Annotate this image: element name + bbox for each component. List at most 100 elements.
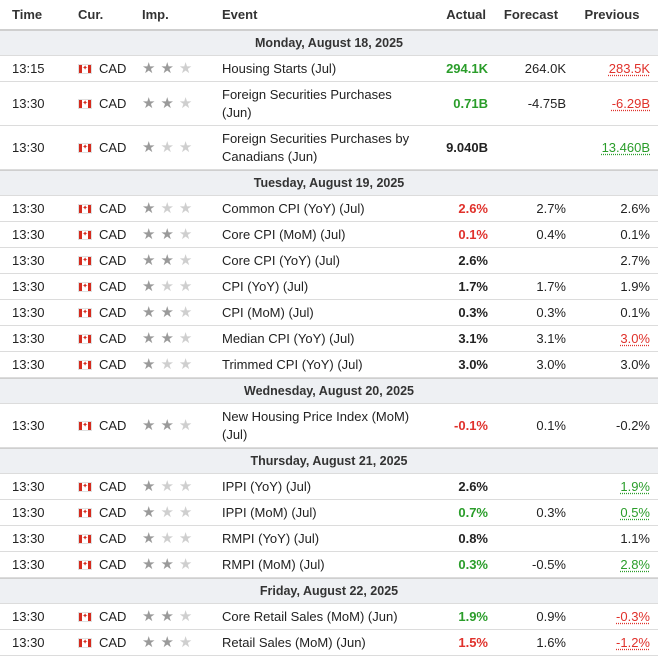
previous-value[interactable]: -0.3% [616, 609, 650, 624]
currency-code: CAD [99, 61, 127, 76]
star-icon: ★ [142, 417, 156, 434]
table-row[interactable]: 13:30 ✦ CAD ★ ★ ★ Foreign Securities Purchases… [0, 126, 658, 170]
actual-value: 0.71B [453, 96, 488, 111]
event-name[interactable]: Foreign Securities Purchases (Jun) [222, 86, 392, 120]
event-time: 13:30 [12, 418, 45, 433]
col-header-previous[interactable]: Previous [584, 7, 640, 22]
actual-value: 0.8% [458, 531, 488, 546]
event-name[interactable]: Housing Starts (Jul) [222, 60, 337, 76]
event-name[interactable]: Core CPI (MoM) (Jul) [222, 226, 346, 242]
currency-cell: ✦ CAD [68, 140, 132, 155]
event-time: 13:30 [12, 201, 45, 216]
previous-value[interactable]: -1.2% [616, 635, 650, 650]
star-icon: ★ [178, 95, 193, 112]
col-header-forecast[interactable]: Forecast [503, 7, 559, 22]
event-name[interactable]: Core CPI (YoY) (Jul) [222, 252, 340, 268]
importance-stars: ★★★ [132, 305, 222, 320]
star-icon: ★ [142, 504, 156, 521]
importance-stars: ★★★ [132, 96, 222, 111]
event-name[interactable]: RMPI (YoY) (Jul) [222, 530, 320, 546]
importance-stars: ★★★ [132, 61, 222, 76]
previous-value[interactable]: 2.8% [620, 557, 650, 572]
table-row[interactable]: 13:30 ✦ CAD ★ ★ ★ Median CPI (YoY) (Jul) 3.1% 3.… [0, 326, 658, 352]
star-icon: ★ [142, 634, 156, 651]
event-name[interactable]: CPI (MoM) (Jul) [222, 304, 314, 320]
table-row[interactable]: 13:15 ✦ CAD ★ ★ ★ Housing Starts (Jul) 294.1K 26… [0, 56, 658, 82]
canada-flag-icon: ✦ [78, 637, 92, 648]
currency-code: CAD [99, 253, 127, 268]
canada-flag-icon: ✦ [78, 307, 92, 318]
col-header-importance[interactable]: Imp. [142, 7, 169, 22]
event-name[interactable]: Common CPI (YoY) (Jul) [222, 200, 365, 216]
previous-value[interactable]: 0.5% [620, 505, 650, 520]
previous-value[interactable]: 283.5K [608, 61, 650, 76]
event-name[interactable]: New Housing Price Index (MoM) (Jul) [222, 408, 410, 442]
star-icon: ★ [142, 95, 156, 112]
previous-value[interactable]: 1.9% [620, 479, 650, 494]
star-icon: ★ [142, 530, 156, 547]
currency-cell: ✦ CAD [68, 418, 132, 433]
canada-flag-icon: ✦ [78, 559, 92, 570]
previous-value[interactable]: -6.29B [611, 96, 650, 111]
day-header: Friday, August 22, 2025 [0, 578, 658, 604]
event-name[interactable]: Foreign Securities Purchases by Canadian… [222, 130, 410, 164]
table-row[interactable]: 13:30 ✦ CAD ★ ★ ★ CPI (YoY) (Jul) 1.7% 1.7% 1.9% [0, 274, 658, 300]
star-icon: ★ [178, 60, 193, 77]
forecast-value: 3.0% [536, 357, 566, 372]
star-icon: ★ [142, 226, 156, 243]
table-row[interactable]: 13:30 ✦ CAD ★ ★ ★ Foreign Securities Purchases… [0, 82, 658, 126]
table-row[interactable]: 13:30 ✦ CAD ★ ★ ★ IPPI (MoM) (Jul) 0.7% 0.3% 0.5% [0, 500, 658, 526]
table-row[interactable]: 13:30 ✦ CAD ★ ★ ★ New Housing Price Index (MoM… [0, 404, 658, 448]
event-name[interactable]: CPI (YoY) (Jul) [222, 278, 309, 294]
currency-code: CAD [99, 609, 127, 624]
table-row[interactable]: 13:30 ✦ CAD ★ ★ ★ IPPI (YoY) (Jul) 2.6% 1.9% [0, 474, 658, 500]
table-row[interactable]: 13:30 ✦ CAD ★ ★ ★ RMPI (YoY) (Jul) 0.8% 1.1% [0, 526, 658, 552]
table-row[interactable]: 13:30 ✦ CAD ★ ★ ★ Trimmed CPI (YoY) (Jul) 3.0% 3… [0, 352, 658, 378]
actual-value: 2.6% [458, 253, 488, 268]
previous-cell: 283.5K [570, 61, 654, 76]
star-icon: ★ [160, 504, 174, 521]
canada-flag-icon: ✦ [78, 63, 92, 74]
col-header-time[interactable]: Time [12, 7, 43, 22]
event-name[interactable]: Median CPI (YoY) (Jul) [222, 330, 355, 346]
event-name[interactable]: IPPI (MoM) (Jul) [222, 504, 317, 520]
table-row[interactable]: 13:30✦CAD★★★Retail Sales (MoM) (Jun)1.5%… [0, 656, 658, 662]
event-name[interactable]: Trimmed CPI (YoY) (Jul) [222, 356, 363, 372]
previous-value[interactable]: 3.0% [620, 331, 650, 346]
star-icon: ★ [160, 278, 174, 295]
importance-stars: ★★★ [132, 331, 222, 346]
col-header-event[interactable]: Event [222, 6, 258, 22]
star-icon: ★ [160, 60, 174, 77]
event-name[interactable]: Retail Sales (MoM) (Jun) [222, 660, 412, 662]
currency-code: CAD [99, 140, 127, 155]
previous-value[interactable]: 13.460B [601, 140, 650, 155]
star-icon: ★ [178, 634, 193, 651]
table-row[interactable]: 13:30 ✦ CAD ★ ★ ★ Core CPI (YoY) (Jul) 2.6% 2.7% [0, 248, 658, 274]
importance-stars: ★★★ [132, 531, 222, 546]
event-name[interactable]: RMPI (MoM) (Jul) [222, 556, 325, 572]
day-header: Tuesday, August 19, 2025 [0, 170, 658, 196]
event-name[interactable]: Retail Sales (MoM) (Jun) [222, 634, 366, 650]
event-name[interactable]: IPPI (YoY) (Jul) [222, 478, 312, 494]
table-row[interactable]: 13:30 ✦ CAD ★ ★ ★ RMPI (MoM) (Jul) 0.3% -0.5% 2.8… [0, 552, 658, 578]
star-icon: ★ [178, 278, 193, 295]
col-header-actual[interactable]: Actual [446, 7, 486, 22]
importance-stars: ★★★ [132, 357, 222, 372]
col-header-currency[interactable]: Cur. [78, 7, 104, 22]
table-row[interactable]: 13:30✦CAD★★★Retail Sales (MoM) (Jun)1.5%… [0, 630, 658, 656]
day-header: Monday, August 18, 2025 [0, 30, 658, 56]
currency-cell: ✦ CAD [68, 505, 132, 520]
table-row[interactable]: 13:30 ✦ CAD ★ ★ ★ Core CPI (MoM) (Jul) 0.1% 0.4%… [0, 222, 658, 248]
canada-flag-icon: ✦ [78, 142, 92, 153]
table-row[interactable]: 13:30 ✦ CAD ★ ★ ★ Core Retail Sales (MoM) (Jun… [0, 604, 658, 630]
currency-code: CAD [99, 305, 127, 320]
table-row[interactable]: 13:30 ✦ CAD ★ ★ ★ Common CPI (YoY) (Jul) 2.6% 2.… [0, 196, 658, 222]
canada-flag-icon: ✦ [78, 203, 92, 214]
star-icon: ★ [142, 330, 156, 347]
star-icon: ★ [178, 200, 193, 217]
previous-cell: 1.1% [570, 531, 654, 546]
event-name[interactable]: Core Retail Sales (MoM) (Jun) [222, 608, 398, 624]
star-icon: ★ [142, 200, 156, 217]
table-row[interactable]: 13:30 ✦ CAD ★ ★ ★ CPI (MoM) (Jul) 0.3% 0.3% 0.1% [0, 300, 658, 326]
currency-cell: ✦ CAD [68, 227, 132, 242]
